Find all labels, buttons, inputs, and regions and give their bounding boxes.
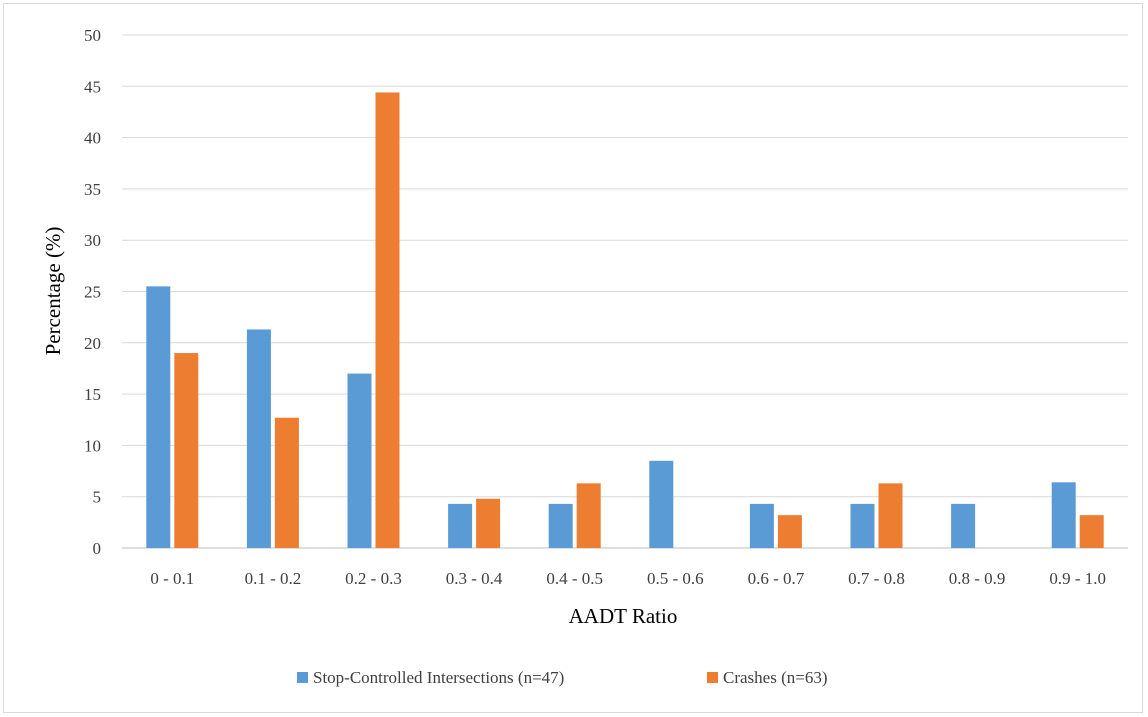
bar-intersections-1 <box>246 329 271 548</box>
legend-swatch <box>297 672 308 683</box>
bar-crashes-9 <box>1079 515 1104 548</box>
x-tick-label: 0.6 - 0.7 <box>748 569 805 588</box>
bar-intersections-4 <box>548 503 573 548</box>
y-tick-label: 0 <box>93 539 102 558</box>
y-tick-label: 20 <box>84 334 101 353</box>
x-tick-label: 0.3 - 0.4 <box>446 569 503 588</box>
bar-crashes-0 <box>174 353 199 548</box>
bar-intersections-6 <box>749 503 774 548</box>
x-tick-label: 0.9 - 1.0 <box>1049 569 1106 588</box>
y-tick-label: 45 <box>84 77 101 96</box>
y-tick-labels: 0 5 10 15 20 25 30 35 40 45 50 <box>84 26 101 558</box>
bar-intersections-2 <box>347 373 372 548</box>
y-tick-label: 5 <box>93 488 102 507</box>
bar-intersections-5 <box>649 460 674 548</box>
x-tick-label: 0.1 - 0.2 <box>245 569 302 588</box>
bar-intersections-9 <box>1051 482 1076 548</box>
bar-intersections-3 <box>448 503 473 548</box>
x-tick-label: 0.4 - 0.5 <box>546 569 603 588</box>
legend: Stop-Controlled Intersections (n=47) Cras… <box>297 668 827 687</box>
bar-intersections-7 <box>850 503 875 548</box>
y-tick-label: 10 <box>84 436 101 455</box>
y-axis-title: Percentage (%) <box>41 227 65 356</box>
gridlines <box>122 34 1128 549</box>
x-tick-labels: 0 - 0.1 0.1 - 0.2 0.2 - 0.3 0.3 - 0.4 0.4 - … <box>150 569 1106 588</box>
x-tick-label: 0.8 - 0.9 <box>949 569 1006 588</box>
bar-crashes-4 <box>576 483 601 548</box>
legend-label: Stop-Controlled Intersections (n=47) <box>313 668 564 687</box>
x-tick-label: 0.2 - 0.3 <box>345 569 402 588</box>
y-tick-label: 30 <box>84 231 101 250</box>
legend-swatch <box>707 672 718 683</box>
bars <box>146 92 1104 549</box>
x-tick-label: 0.5 - 0.6 <box>647 569 704 588</box>
y-tick-label: 25 <box>84 283 101 302</box>
y-tick-label: 50 <box>84 26 101 45</box>
bar-intersections-0 <box>146 286 171 548</box>
y-tick-label: 35 <box>84 180 101 199</box>
y-tick-label: 15 <box>84 385 101 404</box>
y-tick-label: 40 <box>84 129 101 148</box>
legend-label: Crashes (n=63) <box>723 668 827 687</box>
bar-crashes-1 <box>274 417 299 548</box>
x-axis-title: AADT Ratio <box>569 604 678 628</box>
bar-crashes-3 <box>476 498 501 548</box>
x-tick-label: 0.7 - 0.8 <box>848 569 905 588</box>
x-tick-label: 0 - 0.1 <box>150 569 194 588</box>
bar-crashes-6 <box>777 515 802 548</box>
bar-crashes-7 <box>878 483 903 548</box>
bar-intersections-8 <box>951 503 976 548</box>
bar-crashes-2 <box>375 92 400 549</box>
